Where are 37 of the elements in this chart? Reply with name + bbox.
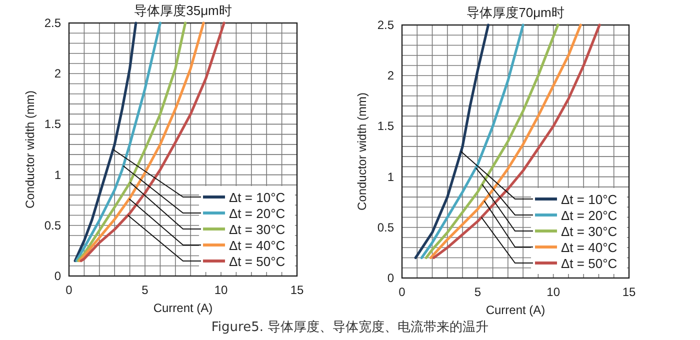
y-axis-title: Conductor width (mm) [23, 90, 37, 209]
y-axis-title: Conductor width (mm) [355, 92, 369, 211]
y-tick-label: 2.5 [377, 18, 394, 32]
chart-title: 导体厚度35μm时 [134, 3, 232, 18]
y-tick-label: 1.5 [377, 119, 394, 134]
y-tick-label: 1 [387, 170, 394, 184]
x-tick-label: 0 [66, 283, 73, 297]
y-tick-label: 1.5 [44, 117, 62, 132]
x-tick-label: 15 [290, 283, 304, 297]
chart-title: 导体厚度70μm时 [466, 5, 564, 20]
y-tick-label: 0.5 [44, 218, 62, 232]
y-tick-label: 2 [54, 66, 62, 81]
x-tick-label: 0 [398, 285, 406, 299]
legend-label: Δt = 40°C [561, 240, 618, 255]
x-tick-label: 15 [622, 285, 636, 299]
legend-label: Δt = 20°C [561, 208, 618, 223]
legend-label: Δt = 50°C [229, 254, 286, 269]
x-axis-title: Current (A) [153, 301, 213, 315]
y-tick-label: 0 [387, 271, 394, 285]
legend-label: Δt = 30°C [229, 222, 286, 237]
x-tick-label: 5 [474, 285, 482, 299]
y-tick-label: 1 [54, 168, 62, 182]
x-tick-label: 10 [214, 283, 228, 297]
x-tick-label: 5 [142, 283, 149, 297]
legend-label: Δt = 20°C [229, 206, 286, 221]
legend-label: Δt = 10°C [561, 192, 618, 207]
legend-label: Δt = 40°C [229, 238, 286, 253]
caption: Figure5. 导体厚度、导体宽度、电流带来的温升 [211, 319, 489, 335]
y-tick-label: 0.5 [377, 220, 394, 234]
x-tick-label: 10 [546, 285, 560, 299]
y-tick-label: 2 [387, 68, 394, 83]
y-tick-label: 2.5 [44, 16, 62, 30]
legend-label: Δt = 30°C [561, 224, 618, 239]
legend-label: Δt = 50°C [561, 256, 618, 271]
y-tick-label: 0 [54, 269, 62, 283]
legend-label: Δt = 10°C [229, 190, 286, 205]
x-axis-title: Current (A) [486, 303, 546, 317]
